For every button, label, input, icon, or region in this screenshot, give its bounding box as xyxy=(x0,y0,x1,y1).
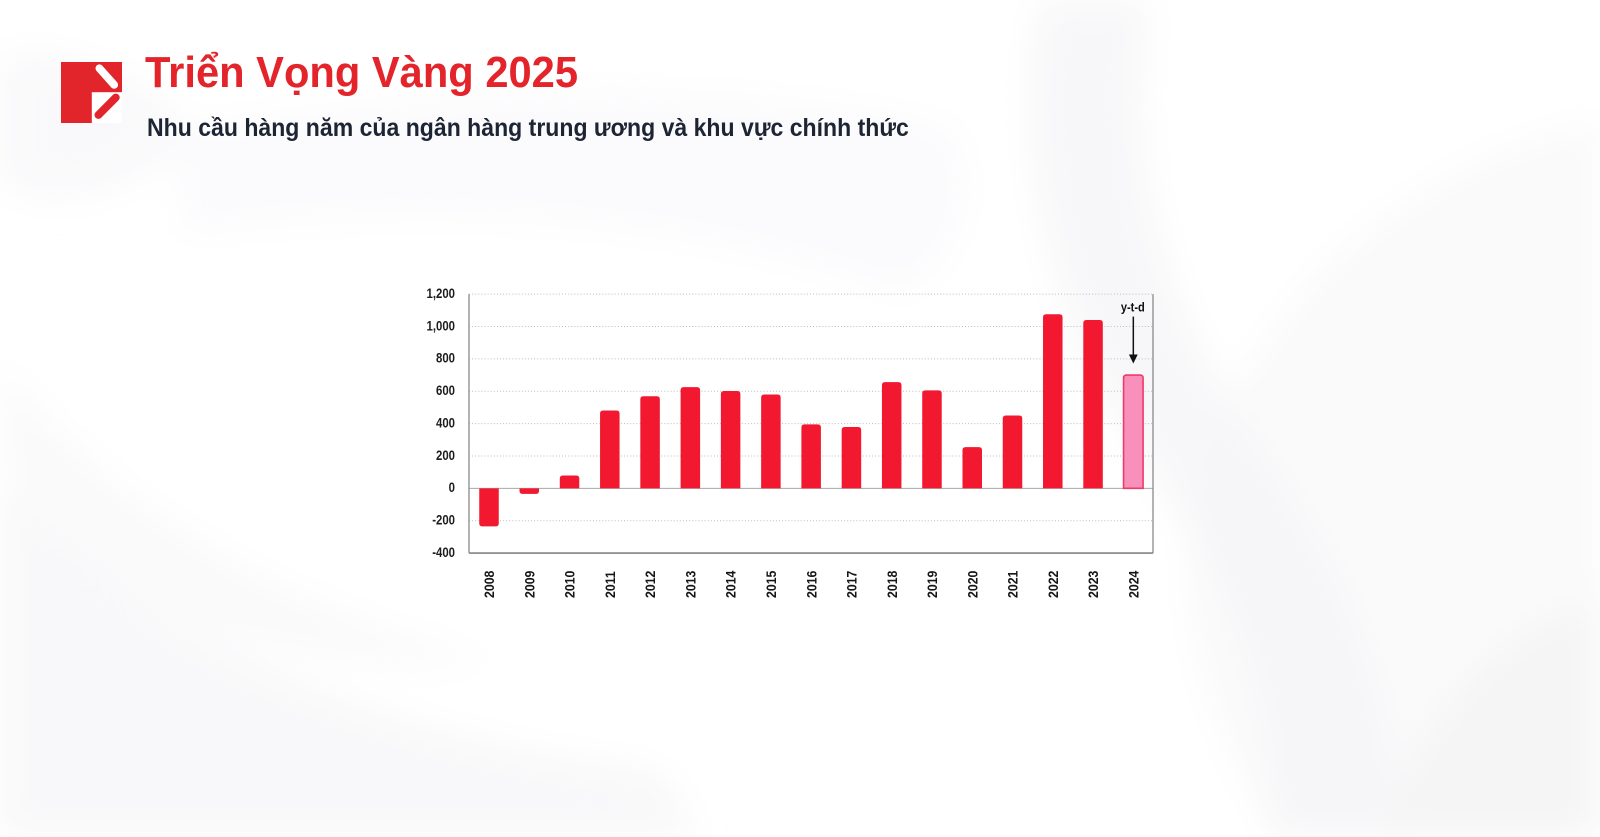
svg-text:2024: 2024 xyxy=(1126,570,1142,598)
svg-text:1,000: 1,000 xyxy=(427,318,456,333)
svg-text:600: 600 xyxy=(436,383,455,398)
svg-text:1,200: 1,200 xyxy=(427,286,456,301)
svg-text:2021: 2021 xyxy=(1005,571,1021,598)
svg-text:2009: 2009 xyxy=(522,571,538,598)
svg-text:2016: 2016 xyxy=(804,571,820,598)
svg-text:2011: 2011 xyxy=(602,571,618,598)
svg-text:2019: 2019 xyxy=(924,571,940,598)
svg-text:-200: -200 xyxy=(432,513,455,528)
svg-text:2013: 2013 xyxy=(683,571,699,598)
svg-text:2022: 2022 xyxy=(1045,571,1061,598)
svg-text:-400: -400 xyxy=(432,545,455,560)
svg-text:800: 800 xyxy=(436,351,455,366)
svg-text:2023: 2023 xyxy=(1085,571,1101,598)
svg-text:2015: 2015 xyxy=(763,571,779,598)
svg-text:2014: 2014 xyxy=(723,570,739,598)
svg-text:2008: 2008 xyxy=(481,571,497,598)
svg-text:0: 0 xyxy=(449,480,455,495)
svg-text:2020: 2020 xyxy=(965,571,981,598)
svg-text:y-t-d: y-t-d xyxy=(1121,300,1145,315)
svg-text:2017: 2017 xyxy=(844,571,860,598)
svg-text:2010: 2010 xyxy=(562,571,578,598)
svg-text:2012: 2012 xyxy=(642,571,658,598)
svg-text:200: 200 xyxy=(436,448,455,463)
svg-text:2018: 2018 xyxy=(884,571,900,598)
svg-text:400: 400 xyxy=(436,416,455,431)
